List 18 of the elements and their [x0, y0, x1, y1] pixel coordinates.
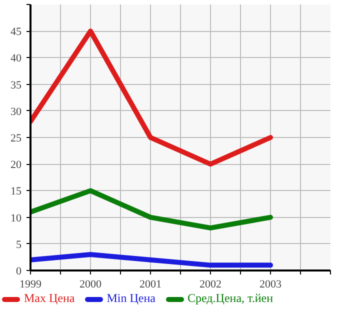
y-tick-label: 10	[10, 212, 22, 224]
x-tick-label: 2003	[260, 278, 282, 290]
y-tick-label: 45	[10, 26, 22, 38]
y-tick-label: 20	[10, 159, 22, 172]
legend-label: Max Цена	[24, 291, 75, 305]
legend-label: Min Цена	[106, 291, 156, 305]
x-tick-label: 2002	[200, 278, 222, 290]
x-tick-label: 2000	[80, 278, 102, 290]
x-tick-label: 1999	[20, 278, 42, 290]
y-tick-label: 25	[10, 132, 22, 144]
y-tick-label: 40	[10, 52, 22, 65]
y-tick-label: 30	[10, 106, 22, 118]
y-tick-label: 0	[16, 266, 22, 278]
y-tick-label: 35	[10, 79, 22, 92]
y-tick-label: 5	[16, 238, 22, 251]
y-tick-label: 15	[10, 186, 22, 198]
legend-label: Сред.Цена, т.йен	[188, 291, 274, 305]
x-tick-label: 2001	[140, 278, 162, 290]
